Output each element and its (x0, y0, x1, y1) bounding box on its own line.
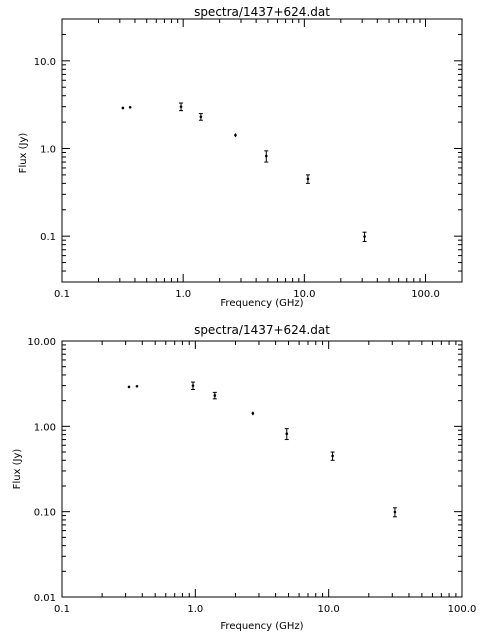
data-point (393, 510, 397, 514)
data-point (251, 412, 255, 415)
plot-frame (61, 18, 463, 283)
y-tick-label: 10.00 (27, 337, 56, 348)
x-tick-label: 0.1 (54, 604, 70, 615)
y-tick-label: 0.1 (40, 232, 56, 243)
data-point (121, 106, 125, 110)
data-point (127, 385, 131, 389)
y-tick-label: 1.00 (34, 422, 56, 433)
y-axis-label: Flux (Jy) (12, 449, 23, 490)
x-tick-label: 10.0 (293, 289, 315, 300)
spectrum-plot-bottom: spectra/1437+624.dat Frequency (GHz) Flu… (12, 323, 476, 632)
data-point (135, 384, 139, 388)
x-tick-label: 1.0 (175, 289, 191, 300)
x-tick-label: 100.0 (411, 289, 440, 300)
data-point (363, 235, 366, 238)
plot-title: spectra/1437+624.dat (194, 5, 330, 19)
y-tick-label: 1.0 (40, 144, 56, 155)
x-tick-label: 0.1 (54, 289, 70, 300)
x-tick-label: 10.0 (318, 604, 340, 615)
data-point (128, 106, 132, 109)
x-tick-label: 1.0 (187, 604, 203, 615)
data-point (306, 177, 310, 181)
data-point (179, 105, 183, 108)
x-axis-label: Frequency (GHz) (220, 298, 303, 309)
data-point (285, 432, 289, 435)
y-tick-label: 0.01 (34, 593, 56, 604)
data-point (331, 454, 334, 458)
plot-frame (61, 340, 463, 598)
y-tick-label: 0.10 (34, 508, 56, 519)
data-point (199, 115, 203, 119)
x-tick-label: 100.0 (448, 604, 477, 615)
y-axis-label: Flux (Jy) (18, 133, 29, 174)
data-point (234, 133, 237, 137)
data-point (213, 394, 217, 397)
y-tick-label: 10.0 (34, 57, 56, 68)
spectrum-plot-top: spectra/1437+624.dat Frequency (GHz) Flu… (18, 5, 463, 309)
data-point (191, 384, 195, 387)
plot-title: spectra/1437+624.dat (194, 323, 330, 337)
data-point (264, 154, 268, 158)
x-axis-label: Frequency (GHz) (220, 621, 303, 632)
